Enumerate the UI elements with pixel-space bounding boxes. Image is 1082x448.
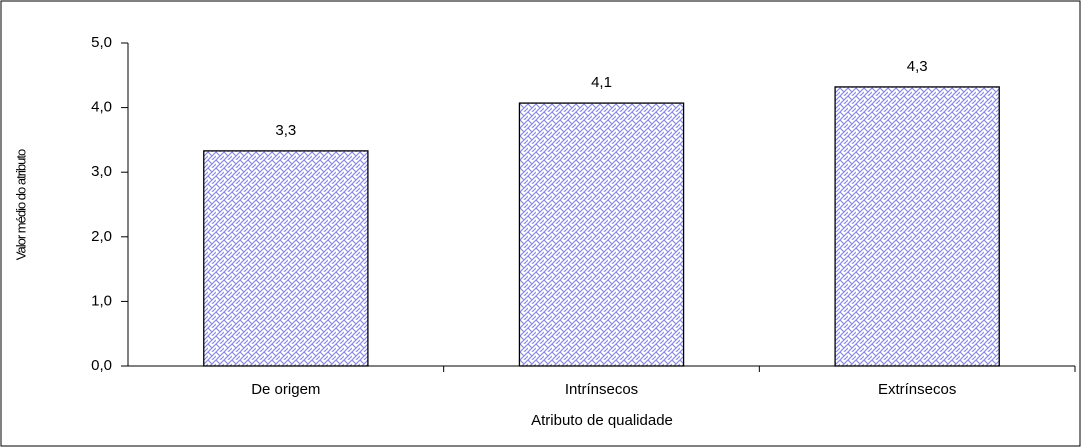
data-label: 4,1 bbox=[591, 74, 612, 91]
bar bbox=[834, 86, 1000, 367]
y-tick-label: 1,0 bbox=[91, 292, 112, 309]
bar bbox=[518, 102, 685, 367]
y-tick-label: 2,0 bbox=[91, 228, 112, 245]
y-tick-label: 4,0 bbox=[91, 99, 112, 116]
y-tick-label: 5,0 bbox=[91, 34, 112, 51]
x-tick-label: Intrínsecos bbox=[565, 381, 638, 398]
x-axis-title: Atributo de qualidade bbox=[531, 412, 673, 429]
data-label: 4,3 bbox=[907, 58, 928, 75]
y-tick-label: 3,0 bbox=[91, 163, 112, 180]
x-tick-label: De origem bbox=[251, 381, 320, 398]
y-axis-title: Valor médio do atributo bbox=[13, 149, 28, 260]
bar bbox=[203, 150, 369, 367]
data-label: 3,3 bbox=[275, 122, 296, 139]
y-tick-label: 0,0 bbox=[91, 357, 112, 374]
x-tick-label: Extrínsecos bbox=[878, 381, 956, 398]
